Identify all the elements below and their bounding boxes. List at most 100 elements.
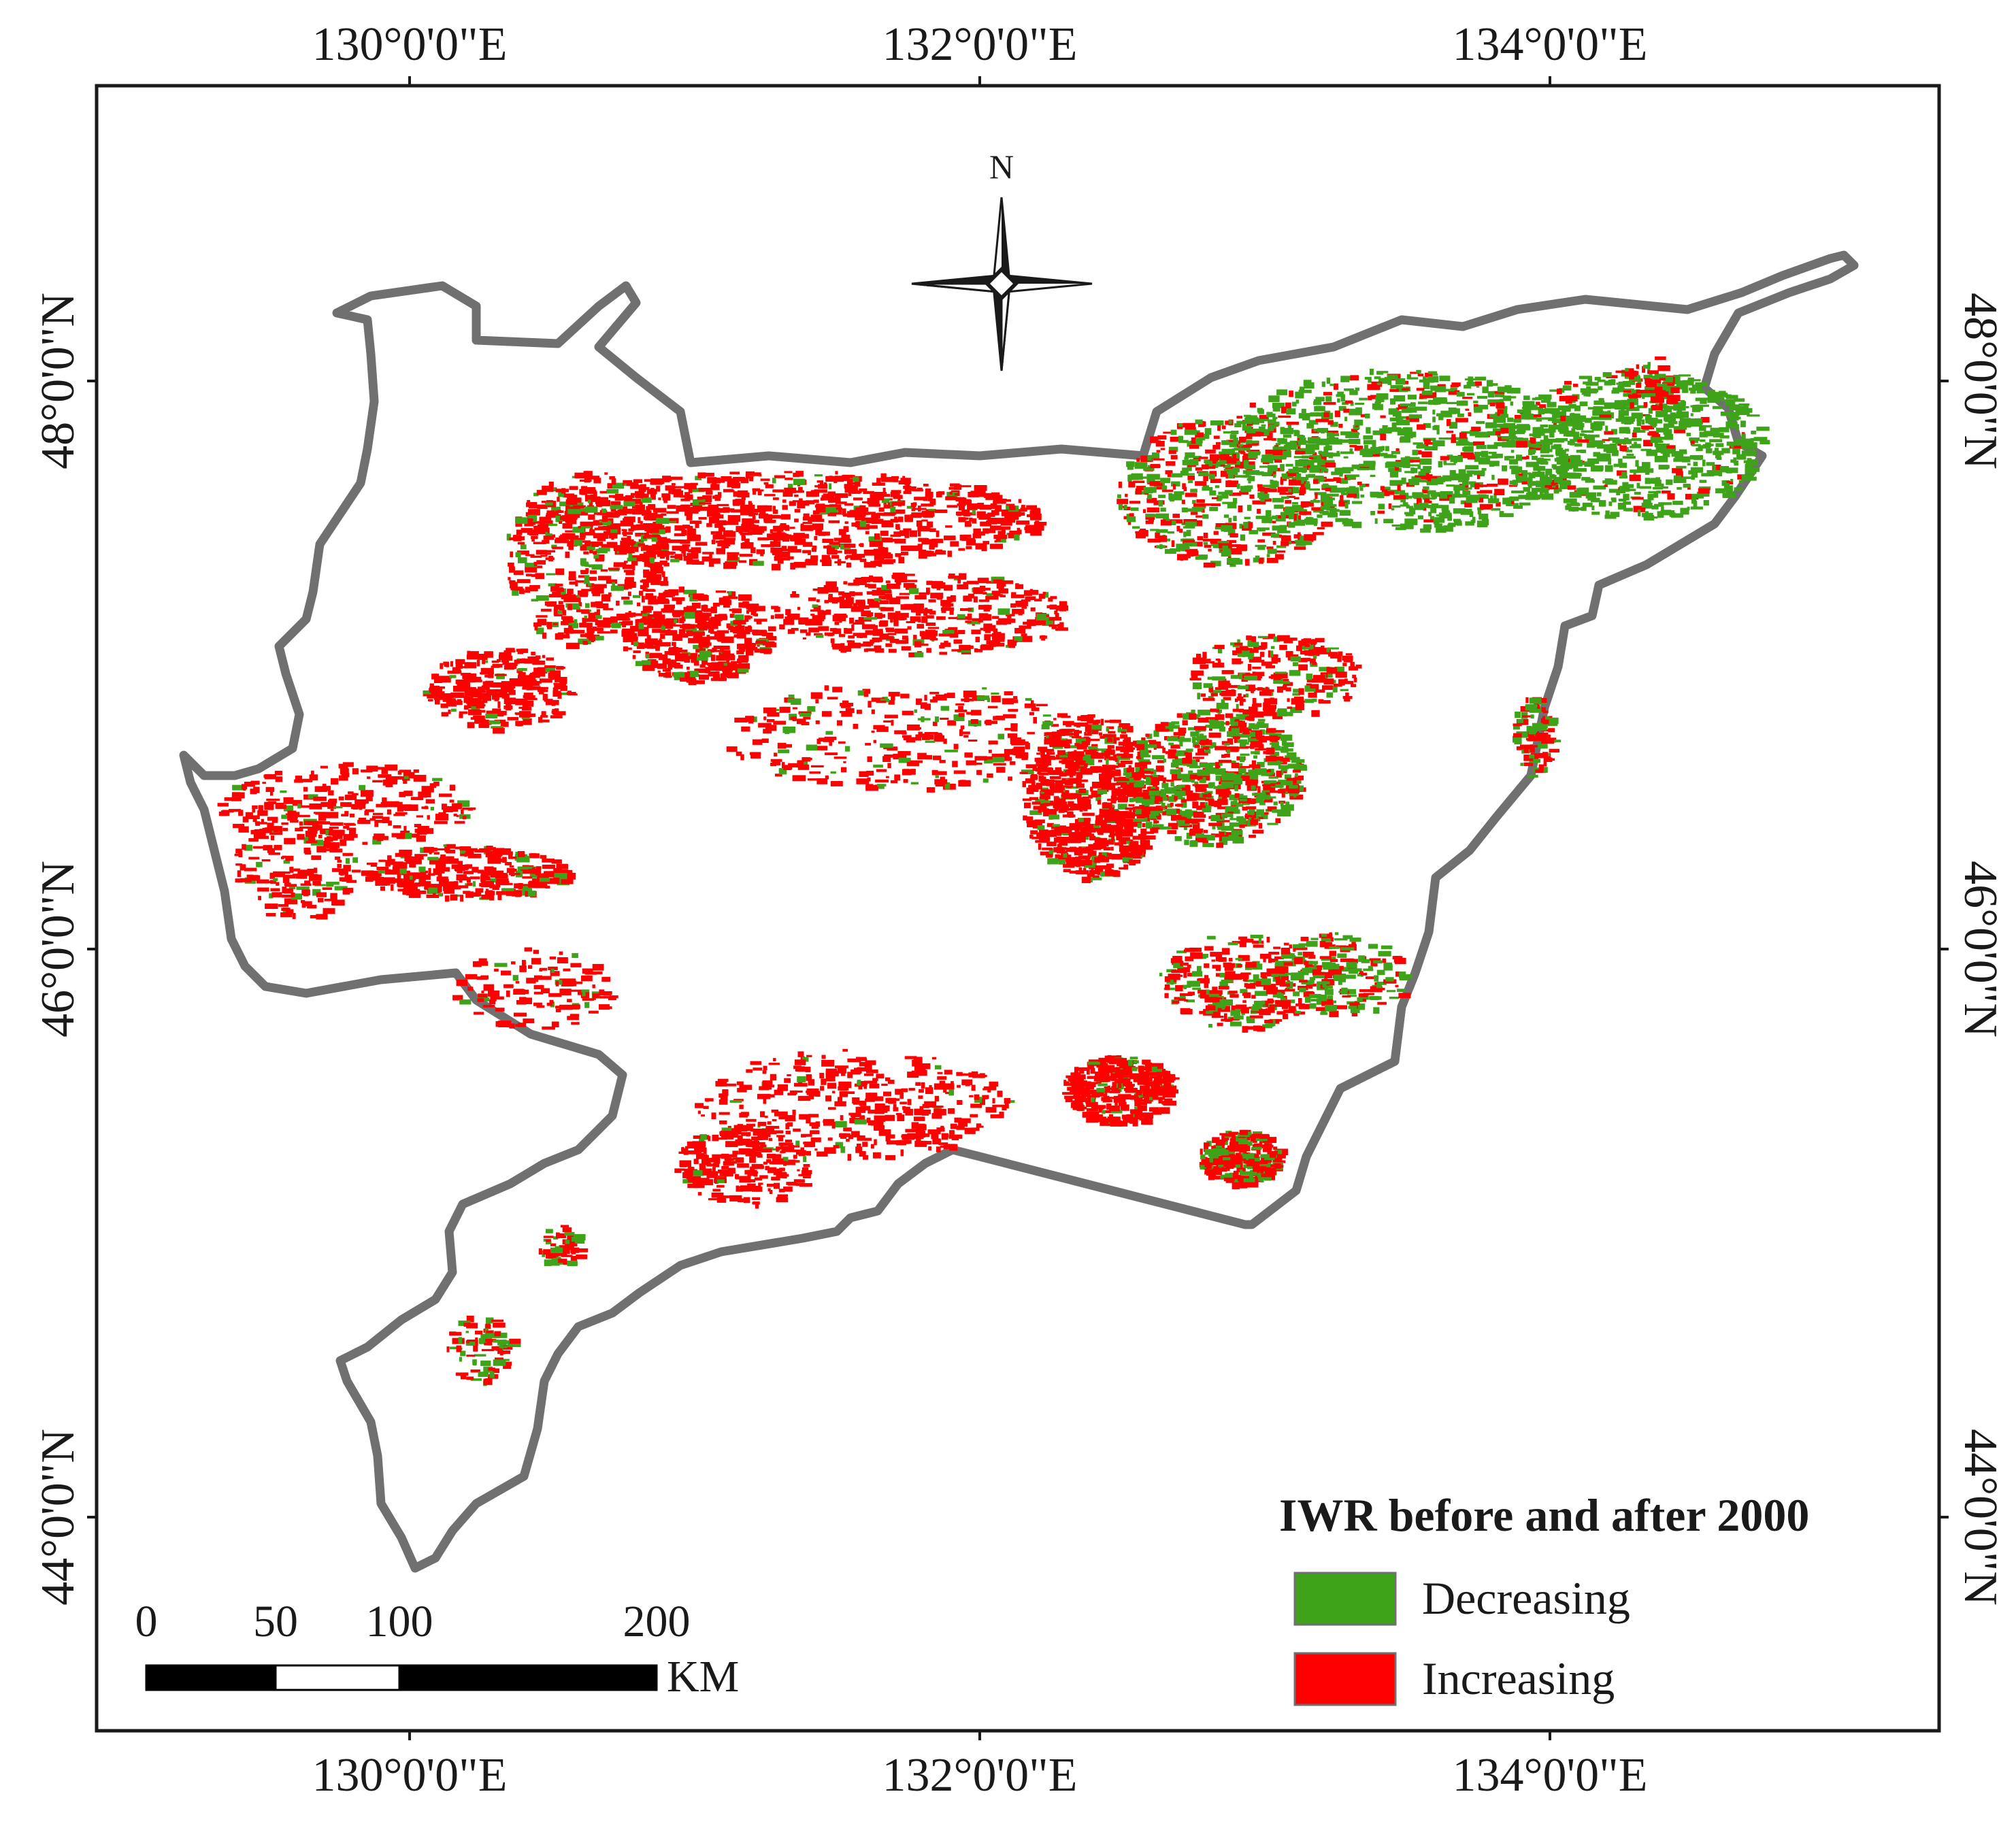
iwr-increasing-pixel: [708, 504, 719, 510]
iwr-increasing-pixel: [1300, 501, 1314, 507]
iwr-increasing-pixel: [803, 513, 810, 519]
iwr-increasing-pixel: [1030, 607, 1036, 612]
iwr-decreasing-pixel: [1660, 448, 1670, 452]
iwr-increasing-pixel: [687, 624, 695, 629]
iwr-increasing-pixel: [744, 619, 749, 622]
iwr-increasing-pixel: [591, 476, 599, 480]
iwr-increasing-pixel: [721, 476, 732, 480]
iwr-increasing-pixel: [577, 590, 588, 597]
iwr-increasing-pixel: [581, 588, 594, 592]
iwr-increasing-pixel: [968, 593, 974, 599]
iwr-decreasing-pixel: [574, 540, 583, 546]
iwr-increasing-pixel: [689, 520, 702, 525]
iwr-decreasing-pixel: [1432, 505, 1442, 508]
iwr-increasing-pixel: [867, 701, 872, 708]
iwr-increasing-pixel: [825, 752, 838, 755]
iwr-increasing-pixel: [1017, 527, 1021, 533]
iwr-decreasing-pixel: [1242, 425, 1252, 431]
iwr-increasing-pixel: [975, 636, 980, 642]
iwr-increasing-pixel: [821, 495, 835, 501]
iwr-increasing-pixel: [772, 510, 778, 514]
iwr-increasing-pixel: [1023, 621, 1030, 625]
iwr-increasing-pixel: [827, 547, 836, 554]
iwr-decreasing-pixel: [1622, 381, 1636, 385]
iwr-decreasing-pixel: [1538, 394, 1552, 400]
iwr-increasing-pixel: [1215, 523, 1227, 527]
iwr-increasing-pixel: [880, 607, 894, 612]
iwr-increasing-pixel: [543, 535, 555, 540]
iwr-decreasing-pixel: [1134, 462, 1148, 469]
iwr-increasing-pixel: [890, 518, 899, 523]
iwr-decreasing-pixel: [1261, 471, 1272, 477]
iwr-increasing-pixel: [487, 674, 494, 678]
iwr-increasing-pixel: [1493, 431, 1501, 436]
iwr-increasing-pixel: [959, 729, 963, 736]
iwr-increasing-pixel: [1087, 850, 1097, 857]
iwr-increasing-pixel: [1264, 488, 1268, 495]
iwr-decreasing-pixel: [1276, 389, 1288, 395]
iwr-increasing-pixel: [1027, 619, 1036, 627]
iwr-increasing-pixel: [817, 610, 827, 616]
iwr-increasing-pixel: [519, 536, 525, 541]
iwr-decreasing-pixel: [1620, 405, 1625, 412]
iwr-decreasing-pixel: [1203, 542, 1208, 545]
iwr-decreasing-pixel: [587, 499, 591, 503]
iwr-decreasing-pixel: [1360, 494, 1365, 498]
iwr-increasing-pixel: [1287, 495, 1295, 498]
iwr-increasing-pixel: [627, 591, 631, 597]
iwr-increasing-pixel: [601, 595, 611, 602]
iwr-increasing-pixel: [855, 520, 863, 528]
iwr-increasing-pixel: [607, 524, 621, 531]
iwr-decreasing-pixel: [1741, 474, 1754, 480]
iwr-decreasing-pixel: [1313, 499, 1317, 501]
iwr-increasing-pixel: [1118, 482, 1122, 488]
iwr-decreasing-pixel: [875, 784, 885, 789]
iwr-increasing-pixel: [568, 571, 576, 577]
iwr-increasing-pixel: [863, 549, 876, 556]
iwr-increasing-pixel: [582, 531, 595, 535]
iwr-decreasing-pixel: [1543, 435, 1549, 442]
iwr-decreasing-pixel: [674, 619, 678, 624]
iwr-increasing-pixel: [897, 516, 904, 522]
iwr-increasing-pixel: [1029, 510, 1036, 516]
iwr-decreasing-pixel: [575, 595, 580, 598]
iwr-decreasing-pixel: [1293, 519, 1306, 526]
iwr-decreasing-pixel: [1613, 463, 1623, 467]
iwr-increasing-pixel: [652, 508, 667, 513]
iwr-increasing-pixel: [882, 756, 891, 762]
iwr-increasing-pixel: [991, 518, 997, 521]
iwr-increasing-pixel: [995, 537, 1001, 542]
iwr-decreasing-pixel: [1266, 412, 1273, 418]
iwr-increasing-pixel: [510, 551, 514, 557]
iwr-decreasing-pixel: [1474, 452, 1485, 456]
iwr-increasing-pixel: [546, 657, 555, 661]
iwr-increasing-pixel: [884, 512, 897, 515]
iwr-decreasing-pixel: [1438, 512, 1452, 519]
iwr-increasing-pixel: [774, 606, 780, 612]
iwr-decreasing-pixel: [1713, 465, 1717, 470]
iwr-decreasing-pixel: [1476, 445, 1487, 450]
iwr-increasing-pixel: [657, 535, 661, 540]
iwr-increasing-pixel: [678, 586, 684, 593]
iwr-increasing-pixel: [917, 531, 921, 537]
iwr-increasing-pixel: [827, 513, 836, 516]
iwr-decreasing-pixel: [1292, 486, 1300, 493]
iwr-increasing-pixel: [916, 624, 925, 629]
iwr-decreasing-pixel: [1353, 465, 1360, 469]
iwr-increasing-pixel: [1497, 409, 1504, 416]
iwr-increasing-pixel: [750, 547, 756, 553]
iwr-decreasing-pixel: [610, 505, 623, 510]
iwr-increasing-pixel: [478, 710, 486, 713]
iwr-increasing-pixel: [475, 718, 486, 724]
iwr-decreasing-pixel: [1704, 431, 1715, 437]
iwr-increasing-pixel: [509, 537, 514, 541]
iwr-increasing-pixel: [533, 542, 546, 544]
iwr-increasing-pixel: [1191, 437, 1196, 444]
iwr-decreasing-pixel: [1449, 497, 1455, 504]
iwr-increasing-pixel: [642, 545, 654, 550]
iwr-decreasing-pixel: [1240, 534, 1246, 541]
iwr-decreasing-pixel: [1374, 376, 1381, 380]
iwr-increasing-pixel: [925, 622, 936, 626]
iwr-decreasing-pixel: [1395, 416, 1406, 419]
iwr-increasing-pixel: [1293, 534, 1302, 539]
